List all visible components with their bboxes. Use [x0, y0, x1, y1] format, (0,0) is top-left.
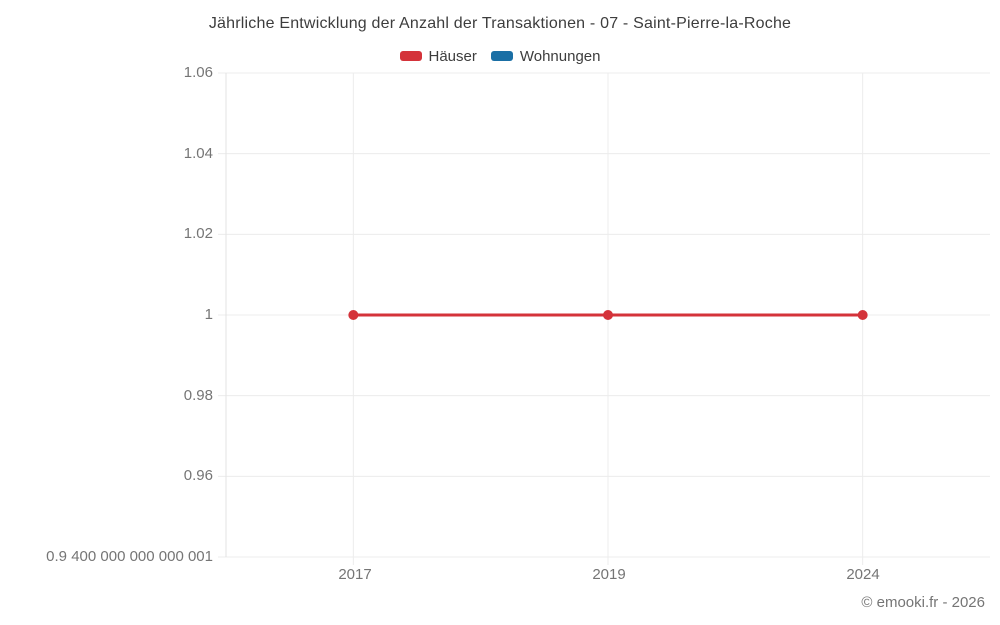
legend-label-wohnungen: Wohnungen — [519, 47, 601, 65]
legend-item-wohnungen[interactable]: Wohnungen — [490, 47, 601, 65]
x-axis-tick-label: 2024 — [846, 566, 880, 583]
legend-item-haeuser[interactable]: Häuser — [399, 47, 477, 65]
x-axis-tick-label: 2017 — [338, 566, 372, 583]
y-axis-tick-label: 1.02 — [183, 225, 213, 242]
x-axis-tick-label: 2019 — [592, 566, 626, 583]
legend-swatch-wohnungen — [490, 51, 513, 61]
y-axis-tick-label: 0.96 — [183, 467, 213, 484]
y-axis-tick-label: 1.06 — [183, 64, 213, 81]
legend-label-haeuser: Häuser — [428, 47, 477, 65]
y-axis-tick-label: 0.98 — [183, 387, 213, 404]
y-axis-tick-label: 1.04 — [183, 145, 213, 162]
y-axis-tick-label: 1 — [204, 306, 213, 323]
y-axis-tick-label: 0.9 400 000 000 000 001 — [46, 548, 213, 565]
chart-title: Jährliche Entwicklung der Anzahl der Tra… — [208, 15, 792, 32]
legend: Häuser Wohnungen — [0, 46, 1000, 66]
legend-swatch-haeuser — [399, 51, 422, 61]
copyright-credit: © emooki.fr - 2026 — [861, 594, 985, 611]
